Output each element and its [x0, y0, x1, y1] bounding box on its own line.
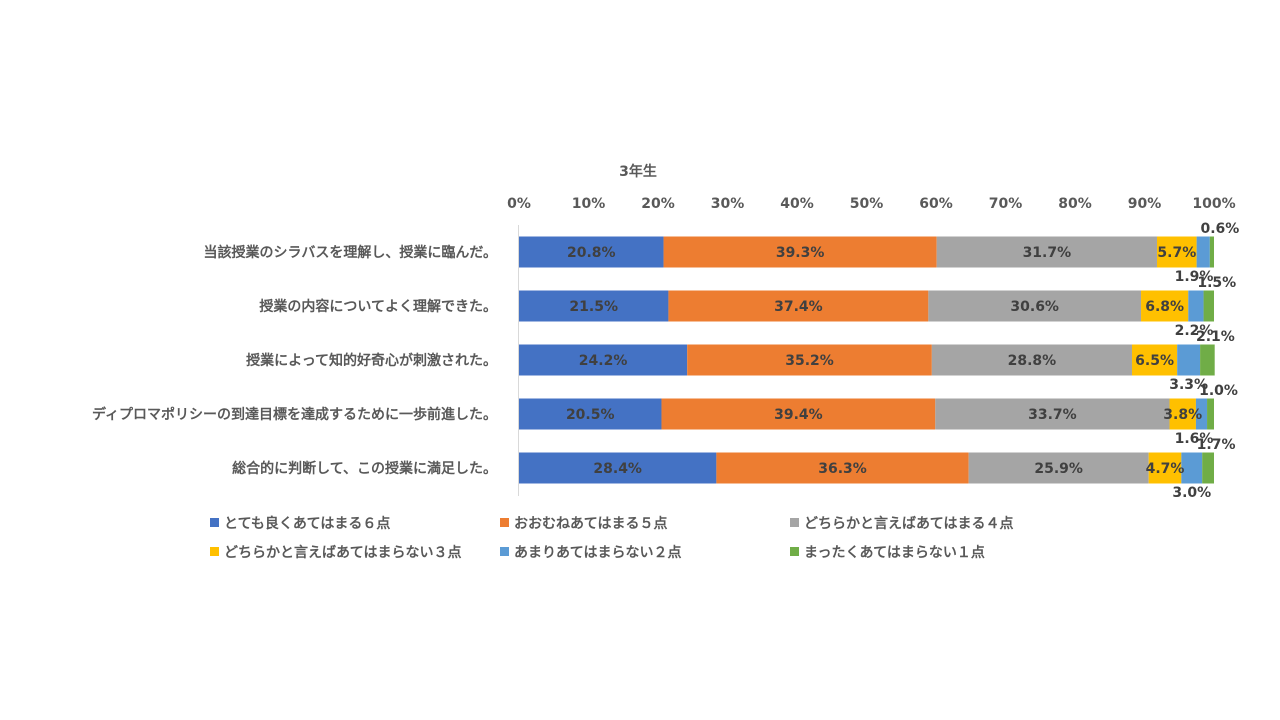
data-label: 30.6%	[1010, 299, 1059, 315]
data-label: 2.1%	[1196, 329, 1235, 345]
data-label: 5.7%	[1157, 245, 1196, 261]
x-tick-label: 70%	[989, 196, 1023, 212]
bar-segment	[661, 398, 936, 430]
data-label: 28.8%	[1008, 353, 1057, 369]
bar-segment	[928, 290, 1142, 322]
x-tick-label: 40%	[780, 196, 814, 212]
legend-swatch	[500, 547, 509, 556]
bar-segment	[935, 398, 1170, 430]
bar-segment	[968, 452, 1149, 484]
x-tick-label: 30%	[711, 196, 745, 212]
data-label: 39.3%	[776, 245, 825, 261]
data-label: 37.4%	[774, 299, 823, 315]
bar-segment	[519, 398, 662, 430]
legend-label: とても良くあてはまる６点	[224, 515, 390, 532]
x-tick-label: 100%	[1192, 196, 1235, 212]
data-label: 1.5%	[1197, 275, 1236, 291]
data-label: 31.7%	[1023, 245, 1072, 261]
bar-segment	[1141, 290, 1189, 322]
legend-swatch	[210, 518, 219, 527]
category-label: 当該授業のシラバスを理解し、授業に臨んだ。	[204, 244, 497, 261]
x-tick-label: 80%	[1058, 196, 1092, 212]
bar-segment	[1207, 398, 1214, 430]
data-label: 6.8%	[1145, 299, 1184, 315]
bar-segment	[1169, 398, 1196, 430]
data-label: 3.8%	[1163, 407, 1202, 423]
bar-segment	[1157, 236, 1197, 268]
bar-segment	[519, 236, 664, 268]
bar-segment	[1209, 236, 1214, 268]
category-label: 授業によって知的好奇心が刺激された。	[246, 352, 497, 369]
bar-segment	[519, 452, 717, 484]
bar-segment	[519, 344, 688, 376]
x-tick-label: 20%	[641, 196, 675, 212]
data-label: 3.3%	[1169, 377, 1208, 393]
data-label: 21.5%	[569, 299, 618, 315]
legend-label: どちらかと言えばあてはまらない３点	[224, 544, 461, 561]
category-labels: 当該授業のシラバスを理解し、授業に臨んだ。授業の内容についてよく理解できた。授業…	[92, 244, 497, 477]
bar-segments	[519, 236, 1215, 484]
data-label: 3.0%	[1172, 485, 1211, 501]
bar-segment	[1177, 344, 1201, 376]
x-axis-ticks: 0% 10% 20% 30% 40% 50% 60% 70% 80% 90% 100%	[507, 196, 1236, 212]
category-label: 総合的に判断して、この授業に満足した。	[232, 460, 497, 477]
bar-segment	[1196, 236, 1210, 268]
x-tick-label: 0%	[507, 196, 531, 212]
bar-segment	[1188, 290, 1204, 322]
category-label: 授業の内容についてよく理解できた。	[259, 298, 497, 315]
bar-segment	[1181, 452, 1203, 484]
data-label: 1.0%	[1199, 383, 1238, 399]
data-label: 1.7%	[1197, 437, 1236, 453]
data-label: 1.6%	[1175, 431, 1214, 447]
bar-segment	[716, 452, 969, 484]
bar-segment	[1195, 398, 1208, 430]
legend-swatch	[500, 518, 509, 527]
data-label: 35.2%	[785, 353, 834, 369]
legend-label: おおむねあてはまる５点	[514, 515, 667, 532]
legend-swatch	[790, 547, 799, 556]
data-label: 36.3%	[818, 461, 867, 477]
bar-segment	[687, 344, 932, 376]
legend-swatch	[790, 518, 799, 527]
data-label: 39.4%	[774, 407, 823, 423]
data-label: 6.5%	[1135, 353, 1174, 369]
bar-segment	[931, 344, 1132, 376]
x-tick-label: 10%	[572, 196, 606, 212]
legend-swatch	[210, 547, 219, 556]
bar-segment	[519, 290, 669, 322]
bar-segment	[1148, 452, 1182, 484]
legend-label: あまりあてはまらない２点	[514, 544, 681, 561]
legend: とても良くあてはまる６点 おおむねあてはまる５点 どちらかと言えばあてはまる４点どち…	[210, 515, 1013, 561]
bar-segment	[1131, 344, 1178, 376]
category-label: ディプロマポリシーの到達目標を達成するために一歩前進した。	[92, 406, 497, 423]
x-tick-label: 50%	[850, 196, 884, 212]
x-tick-label: 60%	[919, 196, 953, 212]
chart-title: 3年生	[619, 163, 657, 180]
data-label: 33.7%	[1028, 407, 1077, 423]
data-labels: 20.8% 39.3% 31.7% 5.7% 1.9% 0.6% 21.5% 37.4% 30.…	[566, 221, 1239, 501]
data-label: 20.8%	[567, 245, 616, 261]
data-label: 2.2%	[1175, 323, 1214, 339]
bar-segment	[1202, 452, 1214, 484]
data-label: 4.7%	[1146, 461, 1185, 477]
bar-segment	[936, 236, 1158, 268]
data-label: 1.9%	[1175, 269, 1214, 285]
x-tick-label: 90%	[1128, 196, 1162, 212]
legend-label: どちらかと言えばあてはまる４点	[804, 515, 1013, 532]
bar-segment	[1200, 344, 1215, 376]
bar-segment	[663, 236, 937, 268]
legend-label: まったくあてはまらない１点	[804, 544, 985, 561]
bar-segment	[668, 290, 929, 322]
data-label: 0.6%	[1201, 221, 1240, 237]
data-label: 24.2%	[579, 353, 628, 369]
data-label: 20.5%	[566, 407, 615, 423]
data-label: 28.4%	[593, 461, 642, 477]
bar-segment	[1203, 290, 1214, 322]
data-label: 25.9%	[1034, 461, 1083, 477]
